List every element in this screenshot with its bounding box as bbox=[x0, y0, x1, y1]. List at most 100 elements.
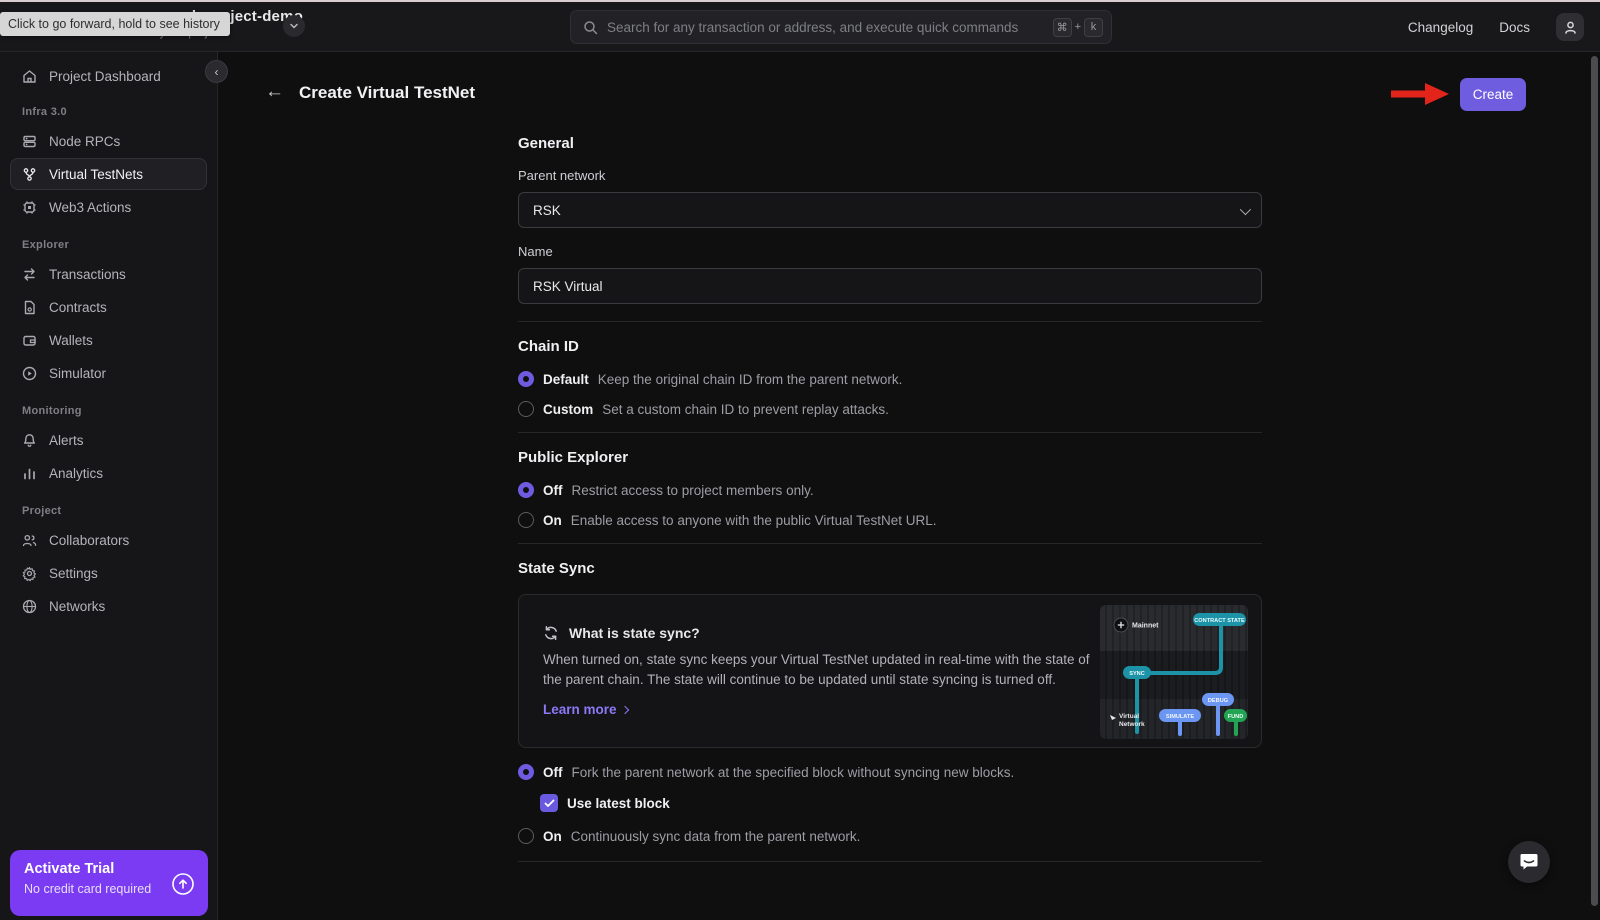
user-avatar-button[interactable] bbox=[1556, 13, 1584, 41]
docs-link[interactable]: Docs bbox=[1499, 19, 1530, 35]
diagram-mainnet-label: Mainnet bbox=[1132, 623, 1159, 630]
wallet-icon bbox=[23, 335, 36, 346]
sidebar-item-web3-actions[interactable]: Web3 Actions bbox=[10, 191, 207, 223]
sidebar-item-simulator[interactable]: Simulator bbox=[10, 357, 207, 389]
learn-more-link[interactable]: Learn more bbox=[543, 702, 629, 717]
bar-chart-icon bbox=[24, 468, 35, 479]
topbar: my-rsk-project-demo my-rsk-project Click… bbox=[0, 2, 1600, 52]
create-button[interactable]: Create bbox=[1460, 78, 1526, 111]
search-placeholder: Search for any transaction or address, a… bbox=[607, 19, 1019, 35]
checkbox-checked-icon[interactable] bbox=[540, 794, 558, 812]
transactions-icon bbox=[24, 267, 35, 281]
contract-file-icon bbox=[24, 300, 35, 314]
diagram-contract-state-badge: CONTRACT STATE bbox=[1194, 618, 1245, 624]
users-icon bbox=[22, 534, 37, 546]
trial-title: Activate Trial bbox=[24, 861, 115, 877]
radio-public-explorer-off[interactable]: Off Restrict access to project members o… bbox=[518, 482, 1262, 498]
sidebar-item-label: Networks bbox=[49, 598, 106, 614]
name-field-wrap bbox=[518, 268, 1262, 304]
create-testnet-form: General Parent network RSK Name Chain ID… bbox=[518, 135, 1262, 862]
sidebar-item-analytics[interactable]: Analytics bbox=[10, 457, 207, 489]
back-button[interactable]: ← bbox=[265, 81, 284, 102]
trial-subtitle: No credit card required bbox=[24, 882, 152, 896]
sidebar-item-label: Settings bbox=[49, 565, 98, 581]
diagram-simulate-badge: SIMULATE bbox=[1166, 714, 1194, 720]
state-sync-heading: State Sync bbox=[518, 560, 595, 577]
sidebar-item-alerts[interactable]: Alerts bbox=[10, 424, 207, 456]
main-content: ← Create Virtual TestNet Create General … bbox=[219, 52, 1600, 920]
radio-chain-id-default[interactable]: Default Keep the original chain ID from … bbox=[518, 371, 1262, 387]
radio-selected-icon[interactable] bbox=[518, 482, 534, 498]
radio-public-explorer-on[interactable]: On Enable access to anyone with the publ… bbox=[518, 512, 1262, 528]
sidebar-collapse-button[interactable]: ‹ bbox=[205, 60, 228, 83]
radio-unselected-icon[interactable] bbox=[518, 401, 534, 417]
use-latest-block-checkbox-row[interactable]: Use latest block bbox=[540, 794, 1262, 812]
sidebar-item-collaborators[interactable]: Collaborators bbox=[10, 524, 207, 556]
sidebar-item-node-rpcs[interactable]: Node RPCs bbox=[10, 125, 207, 157]
cmd-key-badge: ⌘ bbox=[1052, 17, 1072, 37]
play-circle-icon bbox=[22, 366, 37, 380]
gear-icon bbox=[22, 566, 37, 581]
sidebar-item-label: Wallets bbox=[49, 332, 93, 348]
sidebar-item-label: Simulator bbox=[49, 365, 107, 381]
sidebar-section-explorer: Explorer bbox=[22, 239, 70, 251]
page-title: Create Virtual TestNet bbox=[299, 83, 476, 102]
divider bbox=[518, 543, 1262, 544]
sidebar-item-label: Collaborators bbox=[49, 532, 130, 548]
sidebar-item-settings[interactable]: Settings bbox=[10, 557, 207, 589]
sidebar-item-label: Analytics bbox=[49, 465, 104, 481]
sidebar-item-label: Virtual TestNets bbox=[49, 166, 144, 182]
sidebar-item-transactions[interactable]: Transactions bbox=[10, 258, 207, 290]
name-input[interactable] bbox=[533, 278, 1247, 294]
radio-state-sync-off[interactable]: Off Fork the parent network at the speci… bbox=[518, 764, 1262, 780]
chain-id-heading: Chain ID bbox=[518, 338, 579, 355]
sidebar-item-networks[interactable]: Networks bbox=[10, 590, 207, 622]
changelog-link[interactable]: Changelog bbox=[1407, 19, 1474, 35]
diagram-debug-badge: DEBUG bbox=[1208, 698, 1228, 704]
vertical-scrollbar[interactable] bbox=[1591, 56, 1598, 906]
sidebar-section-monitoring: Monitoring bbox=[22, 405, 82, 417]
parent-network-select[interactable]: RSK bbox=[518, 192, 1262, 228]
bell-icon bbox=[23, 433, 36, 447]
diagram-fund-badge: FUND bbox=[1228, 714, 1244, 720]
history-tooltip: Click to go forward, hold to see history bbox=[0, 12, 230, 36]
window-top-border bbox=[0, 0, 1600, 2]
globe-icon bbox=[22, 599, 37, 613]
sidebar-item-contracts[interactable]: Contracts bbox=[10, 291, 207, 323]
home-icon bbox=[23, 69, 36, 83]
chevron-right-icon bbox=[620, 705, 629, 714]
radio-selected-icon[interactable] bbox=[518, 764, 534, 780]
sidebar-item-project-dashboard[interactable]: Project Dashboard bbox=[10, 60, 207, 92]
sidebar-item-virtual-testnets[interactable]: Virtual TestNets bbox=[10, 158, 207, 190]
cpu-icon bbox=[23, 200, 36, 214]
radio-chain-id-custom[interactable]: Custom Set a custom chain ID to prevent … bbox=[518, 401, 1262, 417]
sidebar-item-label: Transactions bbox=[49, 266, 126, 282]
name-label: Name bbox=[518, 244, 553, 259]
shortcut-plus: + bbox=[1074, 21, 1081, 33]
arrow-up-circle-icon bbox=[172, 873, 194, 895]
public-explorer-heading: Public Explorer bbox=[518, 449, 629, 466]
activate-trial-banner[interactable]: Activate Trial No credit card required bbox=[10, 850, 208, 916]
k-key-badge: k bbox=[1084, 17, 1103, 37]
radio-unselected-icon[interactable] bbox=[518, 828, 534, 844]
server-icon bbox=[23, 135, 36, 147]
virtual-testnets-icon bbox=[23, 167, 36, 181]
parent-network-label: Parent network bbox=[518, 168, 606, 183]
sync-refresh-icon bbox=[545, 626, 557, 640]
search-icon bbox=[584, 20, 598, 34]
global-search-input[interactable]: Search for any transaction or address, a… bbox=[570, 10, 1112, 44]
state-sync-info-title: What is state sync? bbox=[569, 625, 700, 641]
project-chevron-button[interactable] bbox=[283, 15, 305, 37]
state-sync-info-card: What is state sync? When turned on, stat… bbox=[518, 594, 1262, 748]
radio-unselected-icon[interactable] bbox=[518, 512, 534, 528]
chevron-down-icon bbox=[290, 23, 298, 29]
support-chat-button[interactable] bbox=[1508, 841, 1550, 883]
sidebar-item-label: Node RPCs bbox=[49, 133, 121, 149]
chevron-down-icon bbox=[1239, 203, 1252, 216]
chat-bubble-icon bbox=[1520, 854, 1538, 870]
sidebar-item-wallets[interactable]: Wallets bbox=[10, 324, 207, 356]
diagram-virtual-network-label-1: Virtual bbox=[1119, 713, 1139, 720]
sidebar-section-project: Project bbox=[22, 505, 62, 517]
radio-state-sync-on[interactable]: On Continuously sync data from the paren… bbox=[518, 828, 1262, 844]
radio-selected-icon[interactable] bbox=[518, 371, 534, 387]
